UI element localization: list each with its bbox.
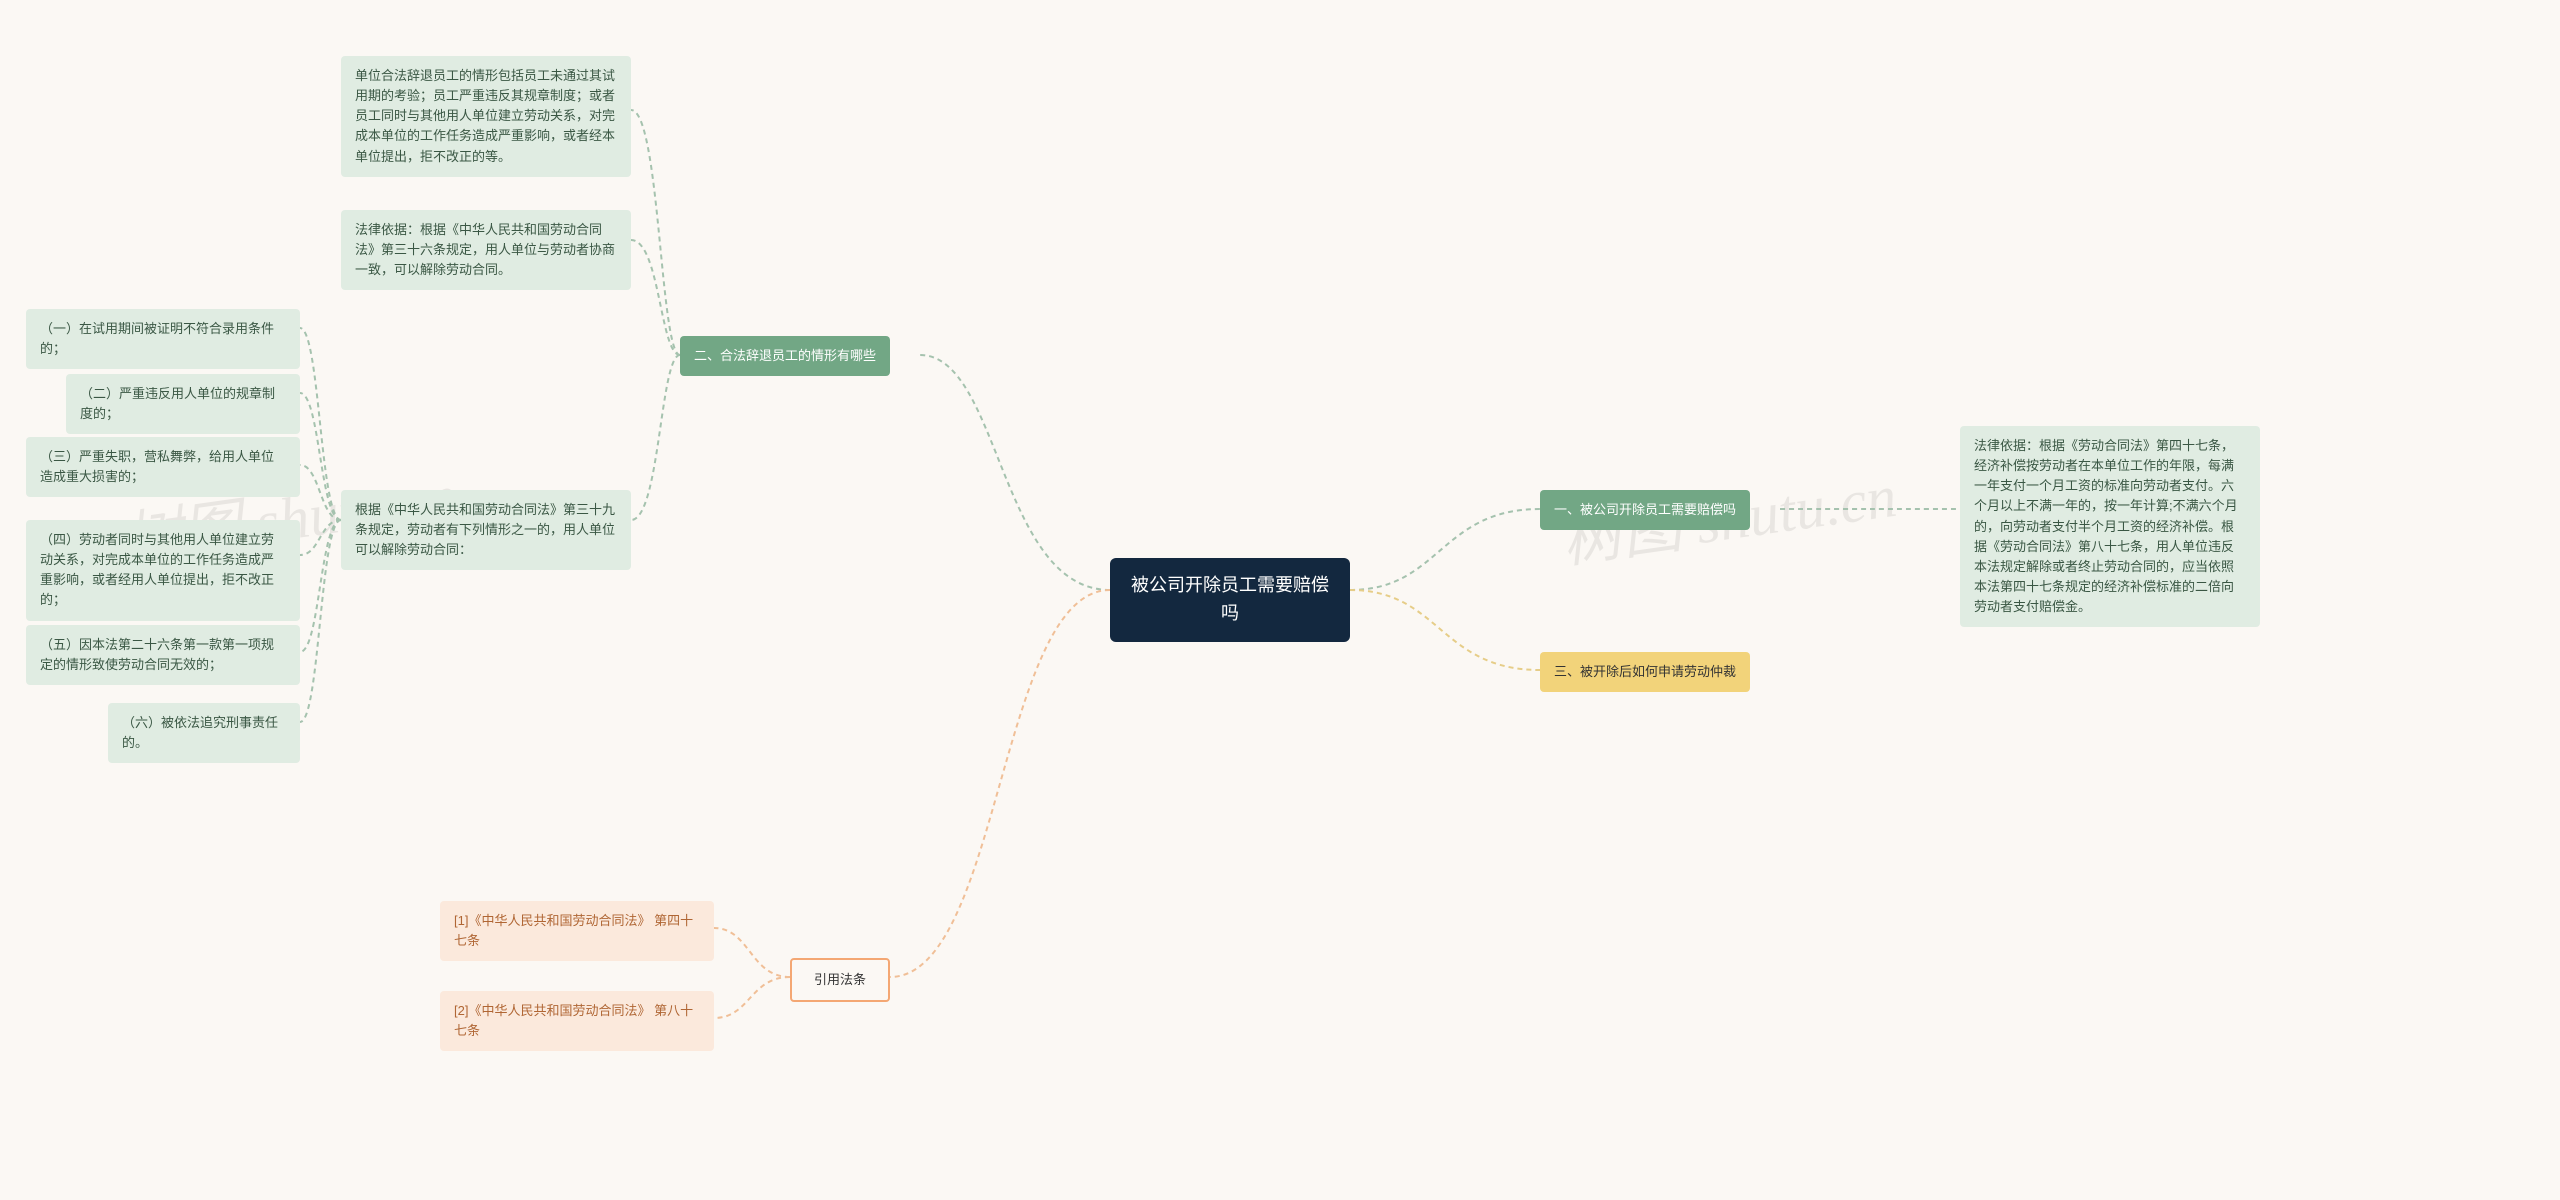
branch-node-r1: 一、被公司开除员工需要赔偿吗 — [1540, 490, 1750, 530]
branch-node-l2: 引用法条 — [790, 958, 890, 1002]
leaf-node: 法律依据：根据《劳动合同法》第四十七条，经济补偿按劳动者在本单位工作的年限，每满… — [1960, 426, 2260, 627]
leaf-node: 根据《中华人民共和国劳动合同法》第三十九条规定，劳动者有下列情形之一的，用人单位… — [341, 490, 631, 570]
leaf-node: 单位合法辞退员工的情形包括员工未通过其试用期的考验；员工严重违反其规章制度；或者… — [341, 56, 631, 177]
root-node: 被公司开除员工需要赔偿吗 — [1110, 558, 1350, 642]
branch-node-l1: 二、合法辞退员工的情形有哪些 — [680, 336, 890, 376]
leaf-node: （二）严重违反用人单位的规章制度的； — [66, 374, 300, 434]
leaf-node: [2]《中华人民共和国劳动合同法》 第八十七条 — [440, 991, 714, 1051]
leaf-node: （六）被依法追究刑事责任的。 — [108, 703, 300, 763]
leaf-node: （一）在试用期间被证明不符合录用条件的； — [26, 309, 300, 369]
leaf-node: （四）劳动者同时与其他用人单位建立劳动关系，对完成本单位的工作任务造成严重影响，… — [26, 520, 300, 621]
leaf-node: （三）严重失职，营私舞弊，给用人单位造成重大损害的； — [26, 437, 300, 497]
branch-node-r2: 三、被开除后如何申请劳动仲裁 — [1540, 652, 1750, 692]
leaf-node: [1]《中华人民共和国劳动合同法》 第四十七条 — [440, 901, 714, 961]
leaf-node: （五）因本法第二十六条第一款第一项规定的情形致使劳动合同无效的； — [26, 625, 300, 685]
leaf-node: 法律依据：根据《中华人民共和国劳动合同法》第三十六条规定，用人单位与劳动者协商一… — [341, 210, 631, 290]
